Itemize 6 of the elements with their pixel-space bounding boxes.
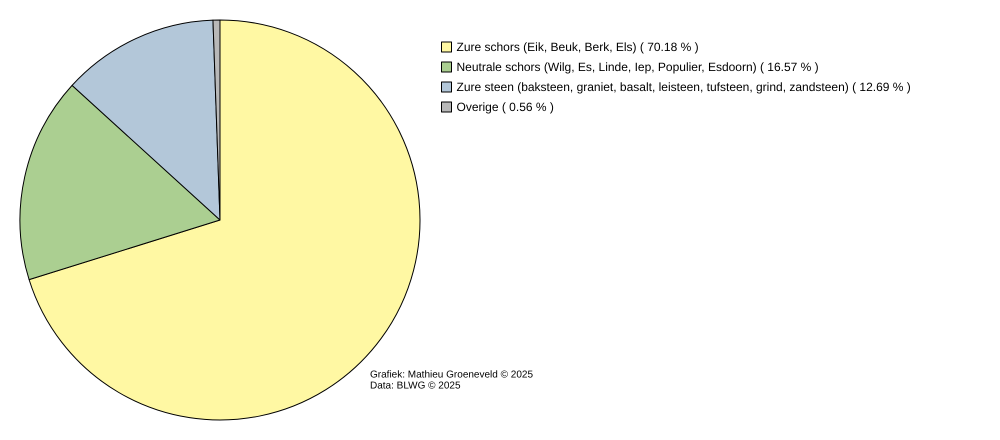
text: Data: BLWG © 2025 [370,380,461,392]
legend-label: Zure steen (baksteen, graniet, basalt, leisteen, tufsteen, grind, zandsteen) ( 12.69 % ) [456,80,911,94]
text: Grafiek: Mathieu Groeneveld © 2025 [370,370,534,380]
legend-label: Overige ( 0.56 % ) [456,100,554,114]
legend-label: Zure schors (Eik, Beuk, Berk, Els) ( 70.18 % ) [456,40,699,54]
legend-label: Neutrale schors (Wilg, Es, Linde, Iep, Populier, Esdoorn) ( 16.57 % ) [456,60,819,74]
